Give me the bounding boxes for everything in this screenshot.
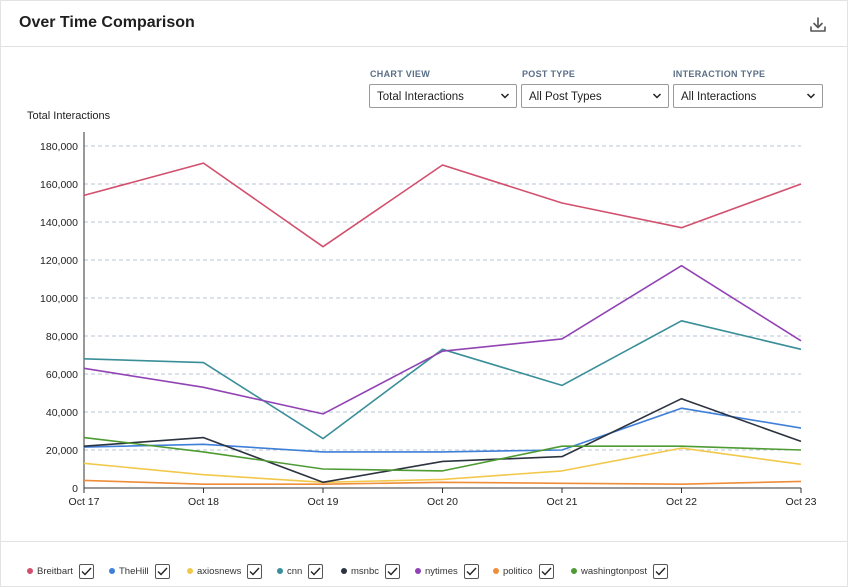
series-line-axiosnews <box>83 447 802 484</box>
legend-dot-icon <box>187 568 193 574</box>
interaction-type-value: All Interactions <box>681 91 757 103</box>
post-type-select[interactable]: All Post Types <box>521 84 669 108</box>
legend-dot-icon <box>27 568 33 574</box>
legend-label: cnn <box>287 565 303 577</box>
legend-dot-icon <box>415 568 421 574</box>
chevron-down-icon <box>806 93 816 99</box>
checkmark-icon <box>655 567 666 576</box>
y-tick-label: 140,000 <box>40 217 78 229</box>
y-tick-label: 180,000 <box>40 141 78 153</box>
chart-view-value: Total Interactions <box>377 91 464 103</box>
legend-checkbox[interactable] <box>384 563 400 579</box>
chevron-down-icon <box>500 93 510 99</box>
line-chart: 0 20,000 40,000 60,000 80,000 100,000 120,000 1… <box>40 132 817 508</box>
x-tick-label: Oct 23 <box>786 496 817 508</box>
x-tick-label: Oct 21 <box>547 496 578 508</box>
y-tick-label: 40,000 <box>46 407 78 419</box>
y-axis-title: Total Interactions <box>27 110 111 122</box>
legend-dot-icon <box>109 568 115 574</box>
legend-dot-icon <box>493 568 499 574</box>
series-line-nytimes <box>83 264 802 415</box>
legend-checkbox[interactable] <box>154 563 170 579</box>
y-tick-label: 160,000 <box>40 179 78 191</box>
y-tick-label: 100,000 <box>40 293 78 305</box>
legend-dot-icon <box>277 568 283 574</box>
x-tick-label: Oct 17 <box>69 496 100 508</box>
x-tick-label: Oct 22 <box>666 496 697 508</box>
legend-item-politico[interactable]: politico <box>493 562 554 580</box>
checkmark-icon <box>387 567 398 576</box>
x-tick-label: Oct 18 <box>188 496 219 508</box>
legend-item-axiosnews[interactable]: axiosnews <box>187 562 263 580</box>
checkmark-icon <box>157 567 168 576</box>
card-header: Over Time Comparison <box>1 1 847 47</box>
page-title: Over Time Comparison <box>19 14 195 31</box>
post-type-label: POST TYPE <box>522 69 576 79</box>
interaction-type-select[interactable]: All Interactions <box>673 84 823 108</box>
checkmark-icon <box>81 567 92 576</box>
chart-legend: Breitbart TheHill axiosnews cnn msnbc nytimes… <box>1 541 847 587</box>
series-line-breitbart <box>83 162 802 248</box>
legend-item-nytimes[interactable]: nytimes <box>415 562 479 580</box>
series-line-politico <box>83 479 802 486</box>
x-tick-label: Oct 19 <box>308 496 339 508</box>
legend-dot-icon <box>571 568 577 574</box>
series-line-washingtonpost <box>83 436 802 472</box>
checkmark-icon <box>541 567 552 576</box>
y-tick-label: 120,000 <box>40 255 78 267</box>
interaction-type-label: INTERACTION TYPE <box>673 69 766 79</box>
x-tick-label: Oct 20 <box>427 496 458 508</box>
series-line-msnbc <box>83 397 802 484</box>
checkmark-icon <box>310 567 321 576</box>
legend-checkbox[interactable] <box>308 563 324 579</box>
chart-view-select[interactable]: Total Interactions <box>369 84 517 108</box>
legend-label: TheHill <box>119 565 149 577</box>
y-tick-label: 60,000 <box>46 369 78 381</box>
chevron-down-icon <box>652 93 662 99</box>
checkmark-icon <box>466 567 477 576</box>
y-tick-label: 0 <box>72 483 78 495</box>
legend-item-breitbart[interactable]: Breitbart <box>27 562 94 580</box>
legend-item-thehill[interactable]: TheHill <box>109 562 170 580</box>
legend-checkbox[interactable] <box>463 563 479 579</box>
legend-dot-icon <box>341 568 347 574</box>
y-tick-label: 20,000 <box>46 445 78 457</box>
legend-label: washingtonpost <box>581 565 648 577</box>
checkmark-icon <box>249 567 260 576</box>
legend-item-cnn[interactable]: cnn <box>277 562 324 580</box>
legend-label: msnbc <box>351 565 379 577</box>
legend-checkbox[interactable] <box>78 563 94 579</box>
legend-item-msnbc[interactable]: msnbc <box>341 562 400 580</box>
legend-label: nytimes <box>425 565 458 577</box>
post-type-value: All Post Types <box>529 91 602 103</box>
legend-item-washingtonpost[interactable]: washingtonpost <box>571 562 669 580</box>
legend-label: politico <box>503 565 533 577</box>
series-line-cnn <box>83 319 802 440</box>
legend-checkbox[interactable] <box>247 563 263 579</box>
chart-view-label: CHART VIEW <box>370 69 430 79</box>
download-icon[interactable] <box>807 15 829 35</box>
legend-checkbox[interactable] <box>538 563 554 579</box>
legend-label: axiosnews <box>197 565 242 577</box>
legend-label: Breitbart <box>37 565 73 577</box>
y-tick-label: 80,000 <box>46 331 78 343</box>
series-line-thehill <box>83 407 802 453</box>
legend-checkbox[interactable] <box>653 563 669 579</box>
